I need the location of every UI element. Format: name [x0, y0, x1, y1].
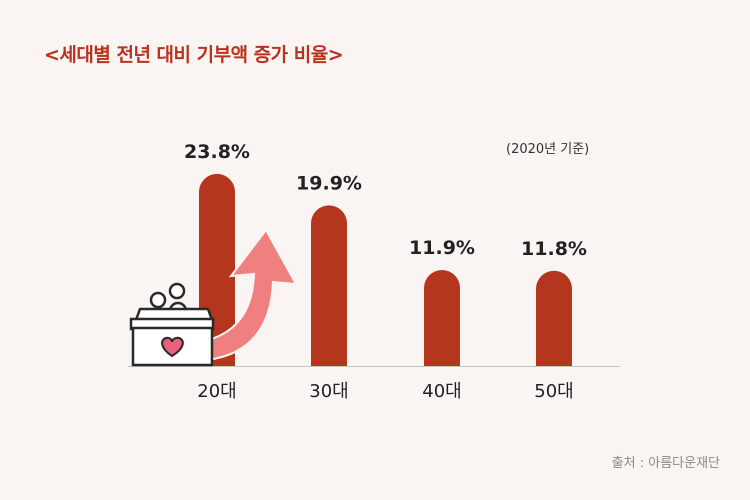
- value-label: 19.9%: [296, 172, 362, 194]
- category-label: 30대: [309, 381, 348, 402]
- bar-40대: [424, 269, 460, 366]
- growth-arrow-icon: [198, 228, 298, 362]
- value-label: 23.8%: [184, 141, 250, 163]
- heart-icon: [161, 336, 184, 358]
- bar-30대: [311, 205, 347, 366]
- category-label: 20대: [197, 381, 236, 402]
- chart-title: <세대별 전년 대비 기부액 증가 비율>: [44, 44, 344, 66]
- value-label: 11.9%: [409, 237, 475, 259]
- bar-50대: [536, 270, 572, 366]
- value-label: 11.8%: [521, 238, 587, 260]
- donation-box-icon: [129, 282, 215, 367]
- source-note: 출처 : 아름다운재단: [611, 456, 720, 471]
- base-year-note: (2020년 기준): [506, 142, 590, 157]
- category-label: 50대: [534, 381, 573, 402]
- category-label: 40대: [422, 381, 461, 402]
